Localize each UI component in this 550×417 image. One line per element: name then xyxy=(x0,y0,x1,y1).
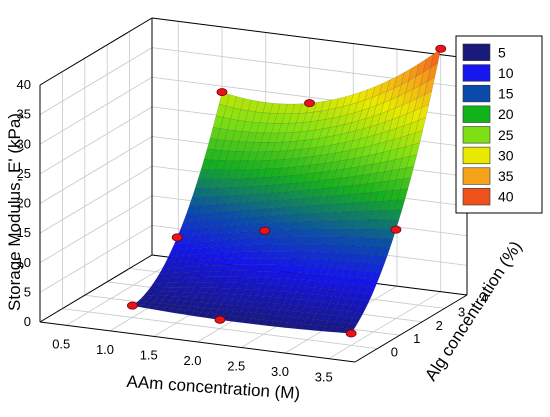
z-tick-label: 0 xyxy=(24,314,31,329)
x-tick-label: 1.0 xyxy=(96,342,114,357)
x-tick-label: 2.0 xyxy=(183,353,201,368)
data-point xyxy=(304,99,315,108)
z-tick-label: 20 xyxy=(17,196,31,211)
grid-line-z xyxy=(39,76,153,145)
axis-edge xyxy=(39,254,153,323)
surface-plot xyxy=(131,48,442,334)
surface-cell xyxy=(376,255,388,265)
grid-line-z xyxy=(39,47,153,115)
axis-edge xyxy=(354,294,468,363)
legend-label: 30 xyxy=(498,147,514,163)
data-point xyxy=(216,88,228,97)
z-tick-label: 35 xyxy=(17,107,31,122)
surface-cell xyxy=(379,247,391,257)
surface-cell xyxy=(358,299,370,308)
x-tick-label: 3.5 xyxy=(315,370,333,385)
axis-edge xyxy=(151,17,468,59)
surface-cell xyxy=(403,166,415,180)
legend-swatch xyxy=(462,64,491,82)
grid-line-z xyxy=(39,165,153,234)
axis-edge xyxy=(39,321,356,363)
legend-swatch xyxy=(462,105,491,123)
surface-cell xyxy=(394,199,406,211)
data-point xyxy=(390,225,402,234)
surface-cell xyxy=(370,271,382,281)
data-points xyxy=(126,44,447,338)
x-tick-label: 2.5 xyxy=(227,359,245,374)
data-point xyxy=(435,44,447,53)
surface-cell xyxy=(355,306,367,314)
legend-label: 20 xyxy=(498,106,514,122)
legend-label: 15 xyxy=(498,86,514,102)
data-point xyxy=(345,329,357,338)
y-axis-label: Alg concentration (%) xyxy=(421,238,525,385)
legend-swatch xyxy=(462,126,491,144)
x-tick-label: 1.5 xyxy=(140,347,158,362)
grid-line-x xyxy=(66,257,179,326)
legend-label: 5 xyxy=(498,44,506,60)
grid-line-x xyxy=(328,291,441,360)
y-tick-label: 0 xyxy=(391,345,398,360)
surface-cell xyxy=(415,117,427,134)
grid-line-z xyxy=(39,195,153,264)
z-tick-label: 15 xyxy=(17,225,31,240)
legend-swatch xyxy=(462,84,491,103)
legend-label: 25 xyxy=(498,127,514,143)
legend-label: 10 xyxy=(498,65,514,81)
legend-label: 35 xyxy=(498,168,514,184)
y-tick-label: 2 xyxy=(436,318,443,333)
z-tick-label: 5 xyxy=(24,284,31,299)
z-axis-label: Storage Modulus, E' (kPa) xyxy=(5,113,24,311)
data-point xyxy=(171,233,183,242)
legend-box xyxy=(455,35,543,214)
surface-cell xyxy=(412,130,424,146)
grid-line-z xyxy=(39,225,153,293)
legend-swatch xyxy=(462,188,491,206)
z-tick-label: 10 xyxy=(17,255,31,270)
surface-cell xyxy=(382,238,394,249)
surface-cell xyxy=(361,293,373,302)
surface-cell xyxy=(367,279,379,288)
legend-swatch xyxy=(462,146,491,165)
legend-swatch xyxy=(462,43,491,61)
z-tick-label: 40 xyxy=(17,77,31,92)
y-tick-label: 3 xyxy=(458,304,465,319)
z-tick-label: 30 xyxy=(17,136,31,151)
y-tick-label: 4 xyxy=(480,291,487,306)
colorbar-legend: 5 10 15 20 25 30 35 40 xyxy=(455,35,543,214)
legend-label: 40 xyxy=(498,189,514,205)
grid-line-z xyxy=(39,106,153,175)
z-tick-label: 25 xyxy=(17,166,31,181)
data-point xyxy=(214,315,226,324)
grid-line-z xyxy=(39,136,153,204)
legend-swatch xyxy=(462,167,491,185)
x-tick-label: 0.5 xyxy=(52,336,70,351)
data-point xyxy=(259,226,271,235)
axis-edge xyxy=(39,17,153,86)
data-point xyxy=(126,301,138,310)
surface-cell xyxy=(346,323,358,330)
x-tick-label: 3.0 xyxy=(271,364,289,379)
y-tick-label: 1 xyxy=(413,331,420,346)
